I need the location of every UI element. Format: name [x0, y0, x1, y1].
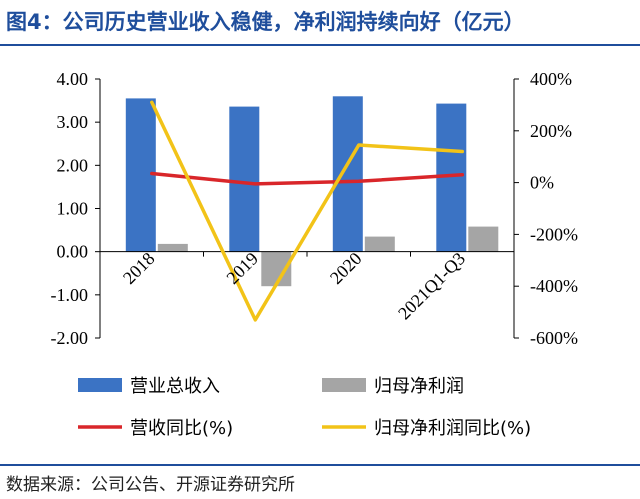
right-tick-label: -600% [530, 328, 578, 348]
bar-net-profit-0 [157, 243, 188, 252]
right-tick-label: 400% [530, 69, 572, 89]
legend-label-0: 营业总收入 [130, 376, 220, 397]
bar-net-profit-3 [468, 226, 499, 252]
bar-revenue-0 [125, 98, 156, 252]
legend-label-2: 营收同比(%) [130, 418, 233, 439]
left-tick-label: -1.00 [51, 285, 89, 305]
legend-swatch-0 [78, 378, 122, 392]
category-label: 2018 [119, 248, 159, 288]
category-label: 2020 [326, 248, 366, 288]
bar-revenue-2 [332, 96, 363, 252]
bar-revenue-1 [229, 106, 260, 252]
legend-label-3: 归母净利润同比(%) [374, 418, 531, 439]
right-tick-label: -200% [530, 224, 578, 244]
line-revenue-yoy [150, 171, 465, 186]
title-divider [0, 44, 640, 46]
left-tick-label: -2.00 [51, 328, 89, 348]
right-tick-label: 0% [530, 173, 554, 193]
category-label: 2019 [222, 248, 262, 288]
left-tick-label: 2.00 [57, 155, 89, 175]
combo-chart: 4.00 3.00 2.00 1.00 0.00 -1.00 -2.00 400% 200% 0%… [51, 69, 579, 439]
source-note: 数据来源：公司公告、开源证券研究所 [6, 475, 295, 495]
right-tick-label: 200% [530, 121, 572, 141]
legend-label-1: 归母净利润 [374, 376, 464, 397]
left-tick-label: 4.00 [57, 69, 89, 89]
legend-swatch-1 [322, 378, 366, 392]
source-divider [0, 464, 640, 466]
left-tick-label: 3.00 [57, 112, 89, 132]
left-tick-label: 1.00 [57, 199, 89, 219]
left-tick-label: 0.00 [57, 242, 89, 262]
figure-title: 图4：公司历史营业收入稳健，净利润持续向好（亿元） [6, 10, 525, 34]
right-tick-label: -400% [530, 276, 578, 296]
bar-net-profit-2 [364, 236, 395, 252]
category-label: 2021Q1-Q3 [394, 248, 469, 323]
line-net-profit-yoy [150, 100, 465, 322]
